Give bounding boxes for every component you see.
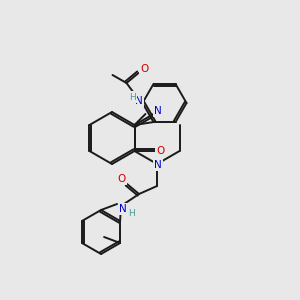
Text: N: N [135,96,142,106]
Text: N: N [119,204,127,214]
Text: O: O [117,174,125,184]
Text: O: O [156,146,165,156]
Text: N: N [154,160,162,170]
Text: N: N [154,106,162,116]
Text: H: H [128,209,134,218]
Text: H: H [129,92,136,101]
Text: O: O [140,64,148,74]
